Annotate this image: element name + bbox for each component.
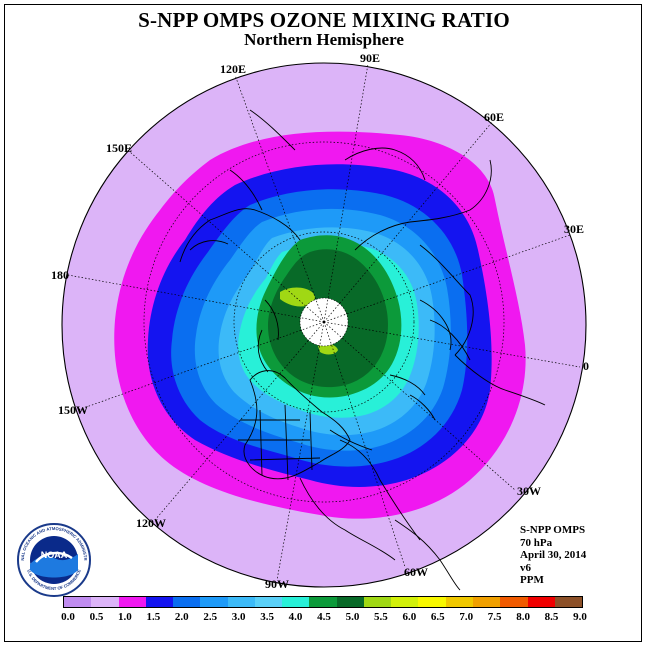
colorbar-tick-label: 6.5	[430, 611, 445, 623]
ozone-band-5.5-small	[318, 343, 338, 355]
product-info: S-NPP OMPS 70 hPa April 30, 2014 v6 PPM	[520, 524, 586, 587]
info-version: v6	[520, 561, 531, 574]
colorbar-segment-18	[554, 597, 583, 607]
colorbar-tick-label: 2.0	[174, 611, 189, 623]
colorbar-segment-6	[227, 597, 255, 607]
colorbar-segment-7	[254, 597, 283, 607]
map-title: S-NPP OMPS OZONE MIXING RATIO	[138, 8, 510, 32]
colorbar-tick-label: 8.0	[516, 611, 530, 623]
colorbar-tick-label: 6.0	[402, 611, 417, 623]
colorbar-segment-9	[309, 597, 337, 607]
colorbar-segment-8	[282, 597, 310, 607]
map-frame	[4, 4, 642, 642]
colorbar-tick-label: 4.0	[288, 611, 303, 623]
colorbar-segment-14	[445, 597, 473, 607]
colorbar-segment-5	[200, 597, 228, 607]
lon-label-120e: 120E	[220, 62, 246, 76]
logo-text: NOAA	[41, 550, 68, 560]
lon-label-120w: 120W	[136, 516, 166, 530]
colorbar-segment-15	[472, 597, 501, 607]
lon-label-150e: 150E	[106, 141, 132, 155]
colorbar-segment-16	[500, 597, 528, 607]
noaa-logo: NATIONAL OCEANIC AND ATMOSPHERIC ADMINIS…	[16, 522, 91, 597]
colorbar-segment-2	[118, 597, 146, 607]
colorbar-tick-label: 3.0	[231, 611, 246, 623]
polar-no-data-outline	[299, 297, 349, 347]
lon-label-180: 180	[51, 268, 69, 282]
colorbar-tick-label: 5.0	[345, 611, 360, 623]
colorbar-tick-label: 7.0	[459, 611, 474, 623]
colorbar-segment-3	[145, 597, 174, 607]
lon-label-0: 0	[583, 359, 589, 373]
info-date: April 30, 2014	[520, 549, 587, 561]
colorbar-segment-12	[391, 597, 419, 607]
colorbar-segment-4	[173, 597, 201, 607]
colorbar-ticks: 0.0 0.5 1.0 1.5 2.0 2.5 3.0 3.5 4.0 4.5 5.0 5.5 6.0 6…	[0, 611, 648, 625]
info-level: 70 hPa	[520, 536, 553, 549]
lon-label-90w: 90W	[265, 577, 289, 591]
map-boundary	[61, 62, 587, 588]
colorbar-tick-label: 7.5	[487, 611, 502, 623]
colorbar-tick-label: 3.5	[260, 611, 274, 623]
colorbar-tick-label: 1.0	[118, 611, 132, 623]
lon-label-90e: 90E	[360, 51, 380, 65]
colorbar-tick-label: 8.5	[544, 611, 559, 623]
colorbar-tick-label: 4.5	[317, 611, 331, 623]
lon-label-150w: 150W	[58, 403, 88, 417]
lon-label-30e: 30E	[564, 222, 584, 236]
colorbar-segment-11	[363, 597, 392, 607]
info-instrument: S-NPP OMPS	[520, 524, 586, 536]
lon-label-60e: 60E	[484, 110, 504, 124]
colorbar-segment-0	[64, 597, 92, 607]
colorbar-tick-label: 5.5	[374, 611, 388, 623]
lon-label-30w: 30W	[517, 484, 541, 498]
colorbar-tick-label: 0.5	[89, 611, 104, 623]
info-units: PPM	[520, 574, 544, 586]
lon-label-60w: 60W	[404, 565, 428, 579]
ozone-band-5.5	[280, 287, 315, 307]
graticule	[67, 63, 581, 581]
colorbar-segment-1	[91, 597, 119, 607]
colorbar-tick-label: 0.0	[61, 611, 75, 623]
colorbar	[63, 596, 583, 608]
colorbar-tick-label: 9.0	[573, 611, 587, 623]
colorbar-segment-10	[336, 597, 364, 607]
coastlines	[179, 109, 546, 591]
colorbar-tick-label: 2.5	[203, 611, 218, 623]
colorbar-segment-17	[527, 597, 555, 607]
colorbar-tick-label: 1.5	[146, 611, 161, 623]
map-subtitle: Northern Hemisphere	[244, 30, 404, 49]
colorbar-segment-13	[418, 597, 446, 607]
